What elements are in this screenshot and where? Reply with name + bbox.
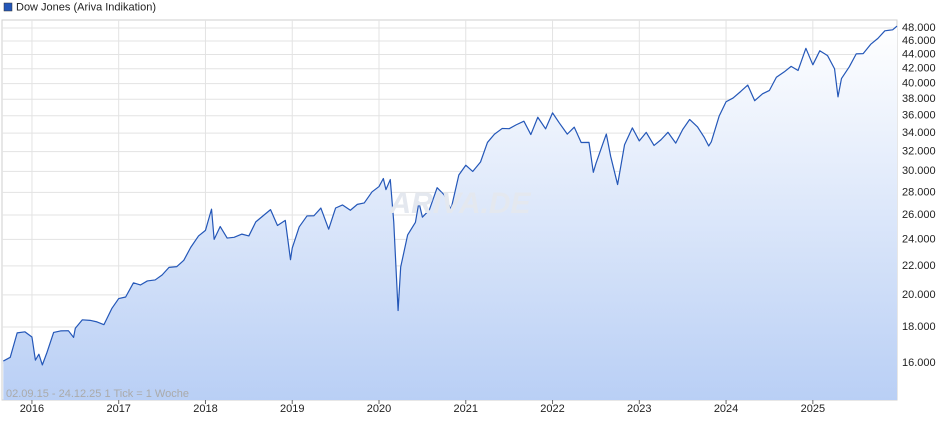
x-tick-label: 2018 (193, 403, 217, 415)
y-tick-label: 36.000 (902, 110, 936, 122)
marks (3, 25, 898, 401)
y-tick-label: 40.000 (902, 78, 936, 90)
legend-swatch (3, 2, 13, 12)
y-tick-label: 18.000 (902, 321, 936, 333)
watermark: ARIVA.DE (388, 187, 531, 220)
x-tick-label: 2023 (627, 403, 651, 415)
y-tick-label: 28.000 (902, 186, 936, 198)
y-tick-label: 42.000 (902, 63, 936, 75)
x-tick-label: 2025 (801, 403, 825, 415)
footer-note: 02.09.15 - 24.12.25 1 Tick = 1 Woche (6, 388, 189, 400)
line (3, 25, 898, 366)
y-tick-label: 32.000 (902, 146, 936, 158)
labels: 16.000 18.000 20.000 22.000 24.000 26.000 28.0… (20, 22, 936, 415)
y-tick-label: 22.000 (902, 260, 936, 272)
x-tick-label: 2016 (20, 403, 44, 415)
y-tick-label: 34.000 (902, 127, 936, 139)
legend-label: Dow Jones (Ariva Indikation) (16, 1, 156, 13)
y-tick-label: 16.000 (902, 357, 936, 369)
x-tick-label: 2020 (367, 403, 391, 415)
y-tick-label: 20.000 (902, 289, 936, 301)
y-tick-label: 38.000 (902, 93, 936, 105)
y-tick-label: 30.000 (902, 165, 936, 177)
x-tick-label: 2021 (454, 403, 478, 415)
y-tick-label: 46.000 (902, 35, 936, 47)
y-tick-label: 26.000 (902, 209, 936, 221)
x-tick-label: 2017 (106, 403, 130, 415)
x-tick-label: 2022 (540, 403, 564, 415)
y-tick-label: 24.000 (902, 233, 936, 245)
y-tick-label: 44.000 (902, 48, 936, 60)
area-fill (3, 26, 898, 401)
y-tick-label: 48.000 (902, 22, 936, 34)
x-tick-label: 2019 (280, 403, 304, 415)
x-tick-label: 2024 (714, 403, 738, 415)
